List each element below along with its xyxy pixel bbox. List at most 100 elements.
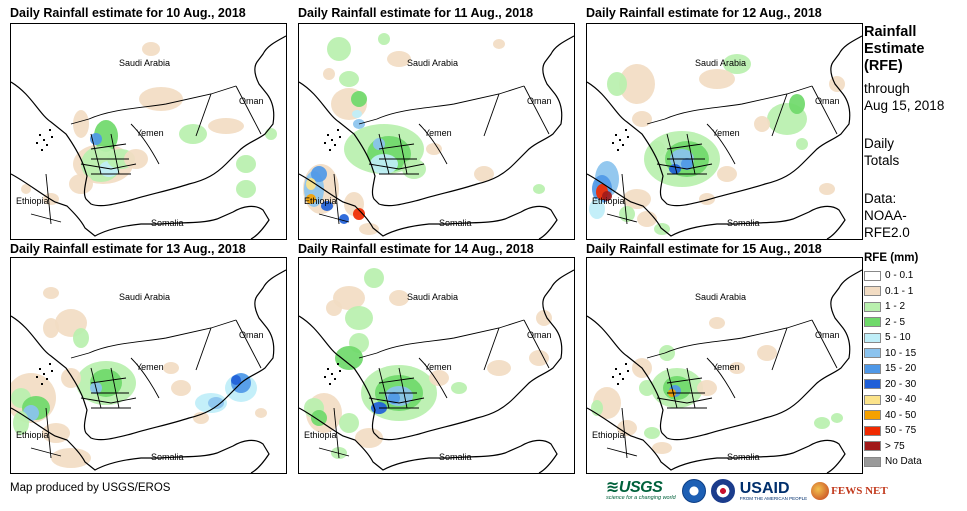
legend-item: 40 - 50 [864, 408, 922, 424]
boundary-line [666, 143, 703, 150]
fewsnet-logo: FEWS NET [811, 482, 888, 500]
rainfall-cell [699, 193, 715, 205]
rainfall-cell [426, 143, 442, 155]
boundary-line [90, 133, 102, 175]
legend-swatch [864, 301, 881, 312]
boundary-line [11, 407, 270, 473]
rainfall-cell [364, 268, 384, 288]
map-canvas: Saudi Arabia Oman Yemen Ethiopia Somalia [299, 33, 574, 239]
boundary-line [195, 327, 212, 371]
rfe-legend: RFE (mm) 0 - 0.1 0.1 - 1 1 - 2 2 - 5 5 - 10 1… [864, 252, 922, 470]
boundary-line [358, 118, 378, 125]
legend-label: 50 - 75 [885, 425, 917, 437]
island-mark [327, 134, 329, 136]
rainfall-cell [171, 380, 191, 396]
rainfall-cell [179, 124, 207, 144]
legend-swatch [864, 394, 881, 405]
rainfall-map-11-aug: Saudi Arabia Oman Yemen Ethiopia Somalia [298, 23, 575, 240]
island-mark [622, 144, 624, 146]
usgs-logo: ≋USGS science for a changing world [606, 480, 676, 502]
boundary-line [483, 327, 500, 371]
boundary-line [646, 118, 666, 125]
island-mark [612, 376, 614, 378]
island-mark [46, 378, 48, 380]
legend-swatch [864, 456, 881, 467]
rainfall-cell [231, 375, 241, 385]
rainfall-cell [632, 111, 652, 127]
rainfall-cell [265, 128, 277, 140]
island-mark [622, 378, 624, 380]
sidebar-title: Rainfall Estimate (RFE) [864, 24, 924, 75]
boundary-line [523, 319, 550, 369]
legend-label: 40 - 50 [885, 409, 917, 421]
country-label-somalia: Somalia [727, 452, 760, 462]
boundary-line [70, 118, 90, 125]
boundary-line [195, 93, 212, 137]
rainfall-layer [591, 317, 843, 454]
legend-label: 30 - 40 [885, 394, 917, 406]
boundary-line [811, 85, 838, 135]
country-label-somalia: Somalia [727, 218, 760, 228]
boundary-line [318, 213, 350, 223]
map-credit: Map produced by USGS/EROS [10, 482, 171, 494]
island-mark [617, 149, 619, 151]
boundary-line [130, 357, 160, 399]
boundary-line [130, 123, 160, 165]
boundary-line [80, 397, 137, 404]
boundary-line [706, 123, 736, 165]
rainfall-cell [21, 184, 31, 194]
map-canvas: Saudi Arabia Oman Yemen Ethiopia Somalia [587, 269, 862, 473]
country-label-ethiopia: Ethiopia [304, 430, 337, 440]
boundary-line [606, 213, 638, 223]
rainfall-cell [389, 290, 409, 306]
legend-items: 0 - 0.1 0.1 - 1 1 - 2 2 - 5 5 - 10 10 - 15 15 … [864, 268, 922, 470]
legend-label: 15 - 20 [885, 363, 917, 375]
country-label-saudi: Saudi Arabia [407, 58, 458, 68]
boundary-line [299, 35, 574, 207]
rainfall-cell [644, 427, 660, 439]
country-label-somalia: Somalia [439, 218, 472, 228]
island-mark [331, 373, 333, 375]
island-mark [39, 368, 41, 370]
rainfall-cell [208, 397, 224, 409]
boundary-line [666, 377, 703, 384]
sidebar-data-line2: NOAA- [864, 208, 907, 223]
rainfall-cell [789, 94, 805, 114]
rainfall-cell [652, 442, 672, 454]
boundary-line [299, 407, 558, 473]
island-mark [337, 363, 339, 365]
boundary-line [666, 133, 678, 175]
island-mark [43, 139, 45, 141]
rainfall-cell [359, 223, 379, 235]
rainfall-map-10-aug: Saudi Arabia Oman Yemen Ethiopia Somalia [10, 23, 287, 240]
country-label-saudi: Saudi Arabia [695, 58, 746, 68]
rainfall-cell [351, 91, 367, 107]
boundary-line [376, 319, 525, 354]
boundary-line [664, 319, 813, 354]
legend-label: 0.1 - 1 [885, 285, 914, 297]
island-mark [39, 134, 41, 136]
island-mark [334, 378, 336, 380]
rainfall-cell [619, 64, 655, 104]
rainfall-cell [236, 180, 256, 198]
boundary-line [333, 173, 340, 225]
rainfall-layer [303, 33, 545, 235]
boundary-line [646, 352, 666, 359]
sidebar-daily-line1: Daily [864, 136, 895, 151]
country-label-yemen: Yemen [424, 128, 452, 138]
rainfall-cell [814, 417, 830, 429]
rainfall-cell [681, 158, 693, 170]
sidebar-title-line3: (RFE) [864, 58, 903, 74]
island-mark [337, 129, 339, 131]
boundary-line [811, 319, 838, 369]
panel-title-13-aug: Daily Rainfall estimate for 13 Aug., 201… [10, 242, 246, 256]
sidebar-through-line2: Aug 15, 2018 [864, 98, 945, 113]
boundary-line [80, 163, 137, 170]
country-label-yemen: Yemen [424, 362, 452, 372]
legend-item: 10 - 15 [864, 346, 922, 362]
rainfall-cell [378, 33, 390, 45]
island-mark [36, 142, 38, 144]
rainfall-cell [659, 345, 675, 361]
boundary-line [235, 85, 262, 135]
sidebar-data-line1: Data: [864, 191, 897, 206]
